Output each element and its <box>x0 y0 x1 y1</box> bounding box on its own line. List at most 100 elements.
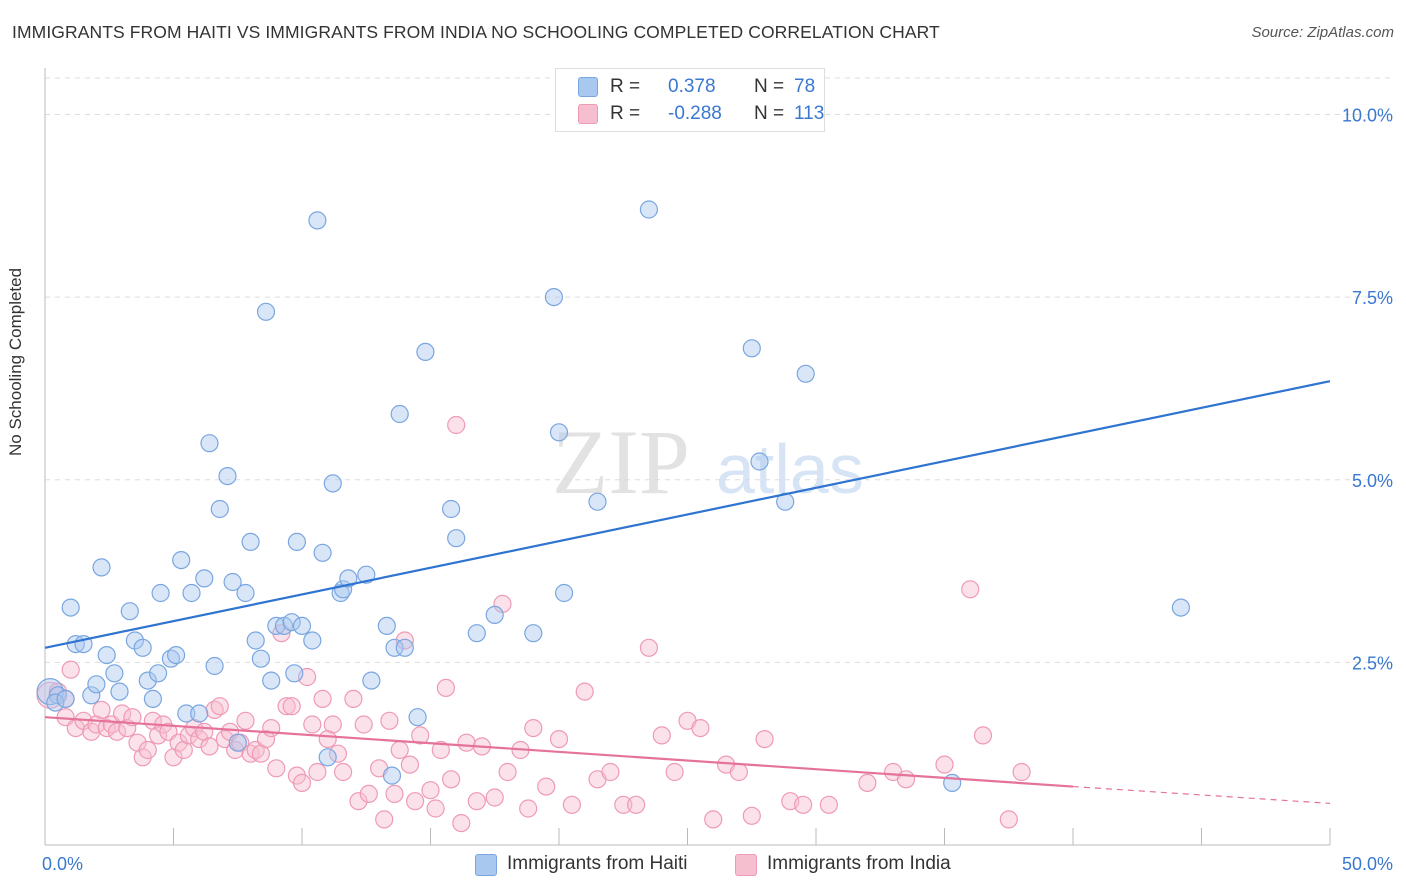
haiti-point <box>318 748 337 767</box>
n-value: 78 <box>794 76 816 97</box>
tick-labels: 2.5% 5.0% 7.5% 10.0% 0.0% 50.0% <box>42 106 1393 874</box>
haiti-points <box>36 200 1191 793</box>
watermark-zip: ZIP <box>552 411 690 513</box>
india-point <box>323 715 342 734</box>
y-tick-label: 10.0% <box>1342 106 1393 126</box>
india-point <box>639 638 659 657</box>
india-point <box>665 762 684 782</box>
haiti-point <box>97 645 116 665</box>
y-tick-label: 5.0% <box>1352 471 1393 491</box>
haiti-point <box>588 492 607 511</box>
india-point <box>236 711 255 730</box>
india-point <box>400 755 419 774</box>
haiti-point <box>87 675 106 694</box>
india-point <box>973 726 993 745</box>
india-point <box>107 722 127 741</box>
haiti-point <box>447 529 466 548</box>
india-point <box>313 689 332 709</box>
haiti-point <box>362 671 381 690</box>
haiti-point <box>282 613 301 632</box>
x-tick-label: 50.0% <box>1342 854 1393 874</box>
haiti-trendline <box>44 380 1331 649</box>
haiti-swatch <box>578 77 598 97</box>
india-point <box>354 715 373 734</box>
haiti-point <box>485 605 504 625</box>
haiti-point <box>133 638 152 657</box>
india-point <box>334 762 353 782</box>
r-value: 0.378 <box>668 76 716 97</box>
haiti-point <box>200 434 219 453</box>
haiti-point <box>256 302 276 321</box>
haiti-point <box>554 583 574 603</box>
india-point <box>210 697 229 716</box>
india-point <box>729 762 749 782</box>
india-point <box>267 759 286 778</box>
india-point <box>200 737 219 756</box>
india-point <box>519 799 538 818</box>
india-point <box>819 795 839 814</box>
india-swatch <box>578 104 598 124</box>
haiti-point <box>287 532 306 552</box>
haiti-point <box>177 704 196 723</box>
india-point <box>149 726 168 745</box>
india-point <box>742 806 761 825</box>
india-trendline-extension <box>1072 785 1331 804</box>
haiti-swatch <box>475 854 497 876</box>
india-point <box>308 762 327 782</box>
india-point <box>431 740 450 760</box>
haiti-point <box>796 364 815 383</box>
india-point <box>498 762 517 782</box>
india-point <box>457 733 476 752</box>
haiti-point <box>251 649 270 668</box>
india-point <box>262 718 281 738</box>
haiti-point <box>151 583 170 603</box>
haiti-point <box>218 467 237 486</box>
india-point <box>61 660 80 679</box>
india-point <box>292 773 312 793</box>
india-point <box>467 792 486 811</box>
india-point <box>138 740 157 760</box>
haiti-point <box>416 342 435 361</box>
axes <box>44 68 1331 846</box>
india-point <box>601 762 620 782</box>
haiti-point <box>125 631 144 650</box>
india-point <box>411 726 430 745</box>
haiti-point <box>241 532 260 552</box>
india-point <box>349 792 368 811</box>
haiti-point <box>544 288 564 307</box>
india-point <box>123 708 142 727</box>
n-value: 113 <box>794 103 825 124</box>
india-point <box>999 810 1018 829</box>
haiti-point <box>61 598 80 617</box>
n-label: N = <box>754 103 785 124</box>
source-label: Source: ZipAtlas.com <box>1251 24 1394 41</box>
legend-label-haiti: Immigrants from Haiti <box>507 853 688 874</box>
india-point <box>691 718 710 738</box>
india-point <box>704 810 723 829</box>
haiti-point <box>46 693 65 712</box>
india-point <box>97 718 116 738</box>
india-point <box>549 729 569 749</box>
haiti-point <box>56 689 75 709</box>
haiti-point <box>143 689 162 709</box>
y-axis-label: No Schooling Completed <box>6 267 25 456</box>
india-point <box>1012 762 1031 782</box>
r-label: R = <box>610 76 641 97</box>
grid-lines <box>45 77 1395 663</box>
y-tick-label: 2.5% <box>1352 653 1393 673</box>
india-point <box>626 795 646 814</box>
india-point <box>452 813 471 833</box>
r-value: -0.288 <box>668 103 722 124</box>
haiti-point <box>308 211 327 230</box>
india-point <box>375 810 394 829</box>
haiti-point <box>408 708 427 727</box>
haiti-point <box>639 200 659 219</box>
haiti-point <box>236 583 255 603</box>
india-point <box>256 729 276 749</box>
haiti-point <box>524 624 543 643</box>
india-point <box>421 781 440 800</box>
haiti-point <box>149 664 168 683</box>
india-point <box>442 770 461 789</box>
india-points <box>36 415 1031 833</box>
india-point <box>406 792 425 811</box>
